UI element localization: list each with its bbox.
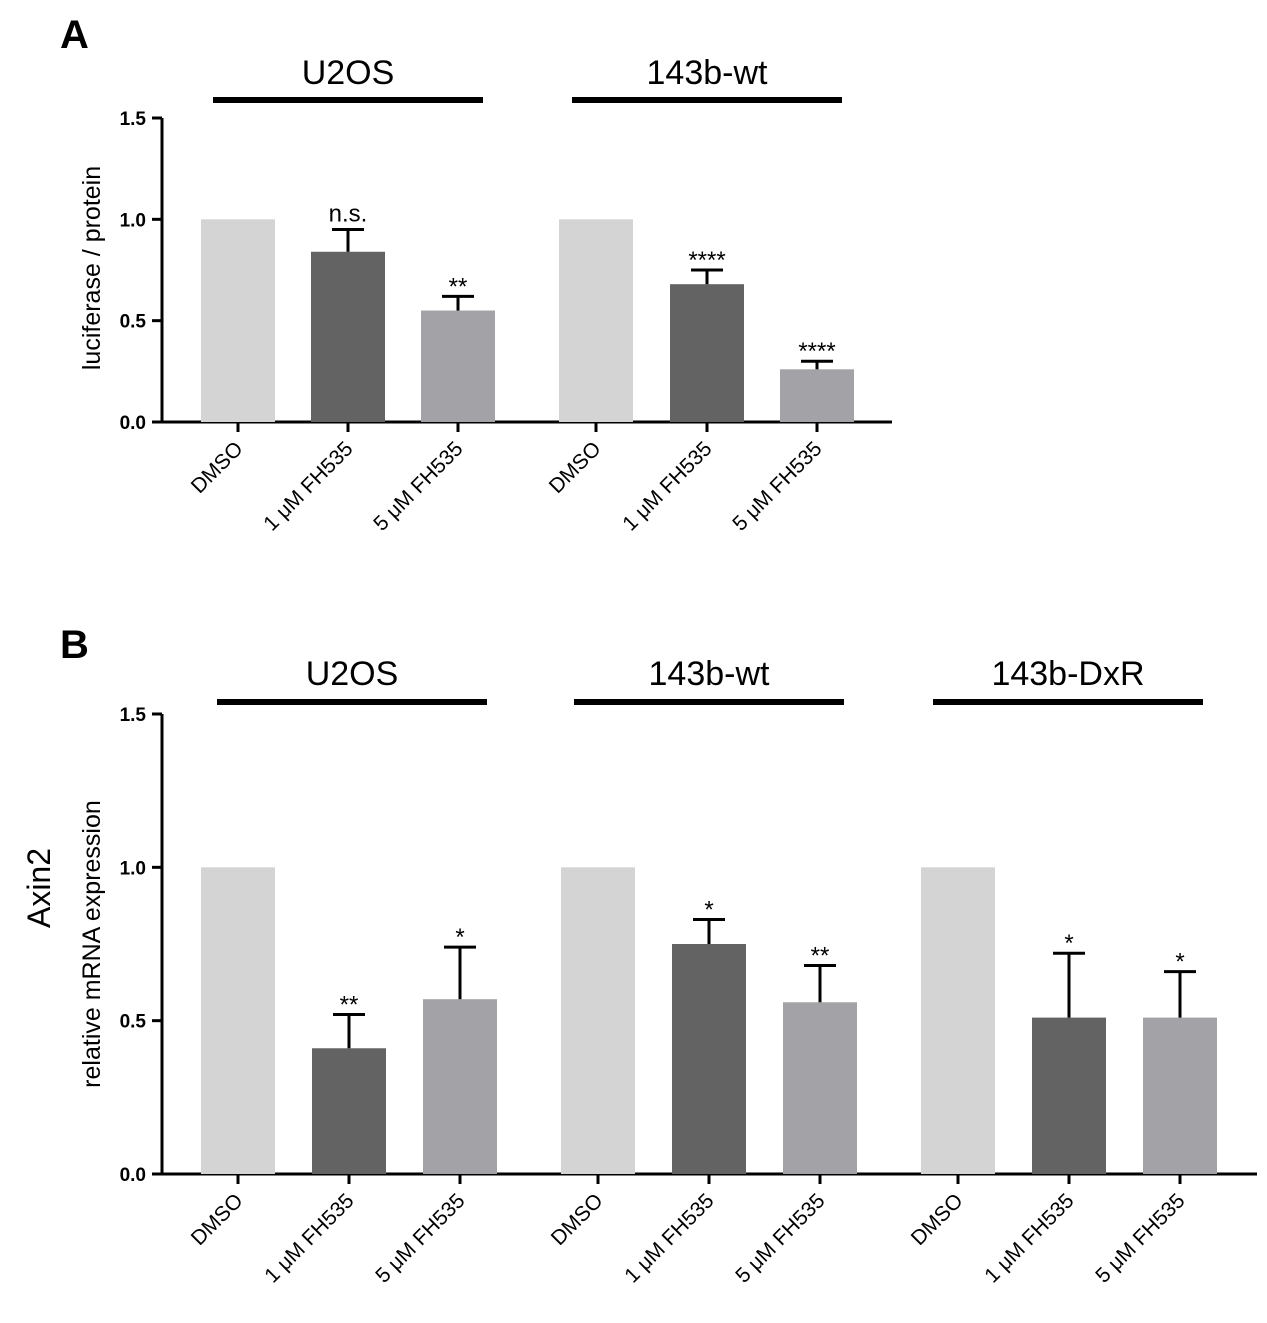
panel-a-category-label: 5 μM FH535 bbox=[728, 437, 826, 535]
panel-b-category-label: DMSO bbox=[907, 1189, 968, 1250]
panel-a-letter: A bbox=[60, 13, 89, 57]
panel-b-y-tick-label: 0.5 bbox=[120, 1012, 147, 1033]
panel-b-category-label: 5 μM FH535 bbox=[1091, 1189, 1189, 1287]
panel-b-gene-label: Axin2 bbox=[21, 848, 57, 928]
panel-b-significance-label: ** bbox=[340, 992, 359, 1019]
panel-b-group-label: 143b-wt bbox=[649, 655, 771, 693]
panel-b-bar bbox=[672, 944, 746, 1174]
panel-a-category-label: 1 μM FH535 bbox=[259, 437, 357, 535]
panel-b-category-label: 5 μM FH535 bbox=[731, 1189, 829, 1287]
panel-a-y-tick-label: 1.5 bbox=[120, 109, 147, 130]
panel-b-y-axis-title: relative mRNA expression bbox=[78, 800, 106, 1088]
panel-a-significance-label: n.s. bbox=[329, 200, 368, 227]
panel-b-group-label: 143b-DxR bbox=[991, 655, 1144, 693]
panel-a-chart: A luciferase / protein 0.0 0.5 1.0 1.5 U2OS D… bbox=[60, 13, 892, 536]
panel-b-bar bbox=[423, 999, 497, 1174]
panel-b-category-label: 5 μM FH535 bbox=[371, 1189, 469, 1287]
panel-b-category-label: 1 μM FH535 bbox=[620, 1189, 718, 1287]
panel-a-category-label: 5 μM FH535 bbox=[369, 437, 467, 535]
panel-a-bar bbox=[201, 219, 275, 422]
panel-a-y-tick-label: 0.0 bbox=[120, 413, 146, 434]
panel-b-significance-label: * bbox=[704, 896, 713, 923]
panel-b-group-label: U2OS bbox=[306, 655, 399, 693]
panel-b-bar bbox=[561, 867, 635, 1174]
panel-b-bar bbox=[1032, 1017, 1106, 1174]
panel-b-bar bbox=[921, 867, 995, 1174]
panel-b-y-tick-label: 1.0 bbox=[120, 858, 146, 879]
panel-a-bar bbox=[559, 219, 633, 422]
panel-b-bar bbox=[312, 1048, 386, 1174]
panel-a-category-label: DMSO bbox=[187, 437, 248, 498]
panel-b-significance-label: * bbox=[455, 924, 464, 951]
panel-b-significance-label: * bbox=[1175, 949, 1184, 976]
panel-b-bar bbox=[783, 1002, 857, 1174]
panel-a-y-tick-label: 0.5 bbox=[120, 312, 147, 333]
panel-a-bar bbox=[311, 251, 385, 422]
panel-b-y-tick-label: 1.5 bbox=[120, 705, 147, 726]
panel-a-y-tick-label: 1.0 bbox=[120, 210, 146, 231]
panel-b-significance-label: ** bbox=[811, 942, 830, 969]
panel-b-significance-label: * bbox=[1064, 930, 1073, 957]
panel-a-category-label: 1 μM FH535 bbox=[618, 437, 716, 535]
panel-b-category-label: 1 μM FH535 bbox=[260, 1189, 358, 1287]
panel-a-significance-label: **** bbox=[688, 247, 725, 274]
panel-a-significance-label: **** bbox=[798, 338, 835, 365]
panel-a-category-label: DMSO bbox=[545, 437, 606, 498]
panel-b-category-label: DMSO bbox=[187, 1189, 248, 1250]
panel-a-bar bbox=[780, 369, 854, 422]
panel-a-group-label: 143b-wt bbox=[647, 54, 769, 92]
panel-b-y-tick-label: 0.0 bbox=[120, 1165, 146, 1186]
panel-a-y-axis-title: luciferase / protein bbox=[78, 166, 106, 370]
panel-b-bar bbox=[201, 867, 275, 1174]
panel-a-bar bbox=[421, 310, 495, 422]
panel-a-bar bbox=[670, 284, 744, 422]
panel-b-chart: B Axin2 relative mRNA expression 0.0 0.5 1… bbox=[21, 623, 1257, 1288]
panel-b-category-label: 1 μM FH535 bbox=[980, 1189, 1078, 1287]
panel-b-letter: B bbox=[60, 623, 89, 667]
panel-b-category-label: DMSO bbox=[547, 1189, 608, 1250]
panel-a-significance-label: ** bbox=[449, 273, 468, 300]
panel-b-bar bbox=[1143, 1017, 1217, 1174]
panel-a-group-label: U2OS bbox=[302, 54, 395, 92]
